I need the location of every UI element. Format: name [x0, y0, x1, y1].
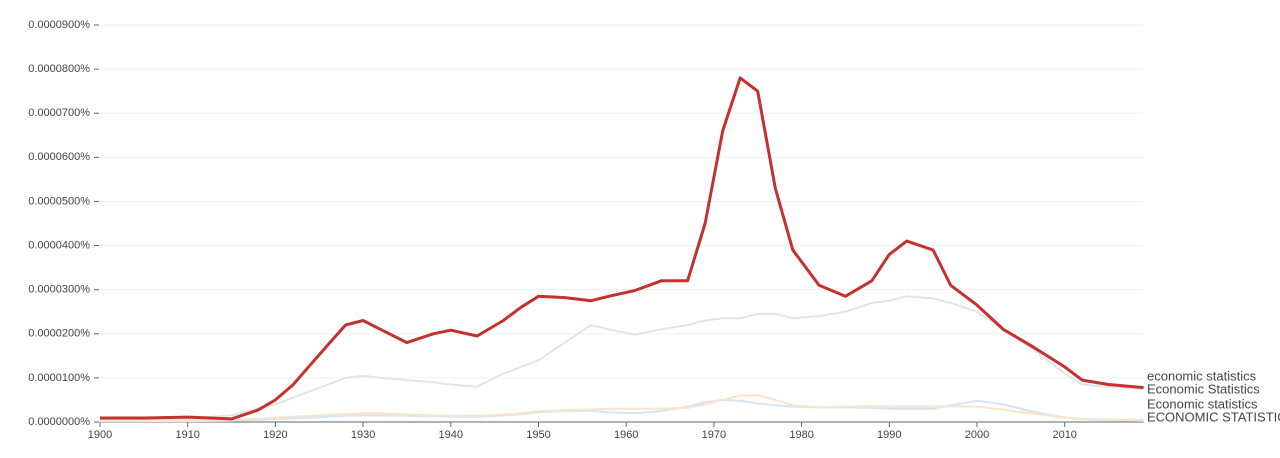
y-tick-label: 0.0000200%	[28, 328, 90, 340]
y-tick-label: 0.0000600%	[28, 151, 90, 163]
x-tick-label: 1900	[88, 429, 112, 441]
x-tick-label: 1980	[789, 429, 813, 441]
x-tick-label: 1950	[526, 429, 550, 441]
x-tick-label: 1960	[614, 429, 638, 441]
y-tick-label: 0.0000900%	[28, 19, 90, 31]
x-tick-label: 2000	[965, 429, 989, 441]
x-tick-label: 1930	[351, 429, 375, 441]
x-tick-label: 1990	[877, 429, 901, 441]
legend-label: ECONOMIC STATISTICS	[1147, 409, 1280, 424]
x-tick-label: 1970	[702, 429, 726, 441]
y-tick-label: 0.0000500%	[28, 195, 90, 207]
y-tick-label: 0.0000100%	[28, 372, 90, 384]
x-tick-label: 2010	[1052, 429, 1076, 441]
legend-label: Economic Statistics	[1147, 381, 1260, 396]
legend-label: Economic statistics	[1147, 396, 1258, 411]
x-tick-label: 1940	[439, 429, 463, 441]
y-tick-label: 0.0000800%	[28, 63, 90, 75]
series-line	[100, 394, 1144, 422]
y-tick-label: 0.0000700%	[28, 107, 90, 119]
y-tick-label: 0.0000300%	[28, 284, 90, 296]
series-line	[100, 76, 1144, 421]
legend-label: economic statistics	[1147, 368, 1257, 383]
x-tick-label: 1920	[263, 429, 287, 441]
y-tick-label: 0.0000000%	[28, 416, 90, 428]
x-tick-label: 1910	[175, 429, 199, 441]
series-line	[100, 295, 1144, 421]
y-tick-label: 0.0000400%	[28, 239, 90, 251]
